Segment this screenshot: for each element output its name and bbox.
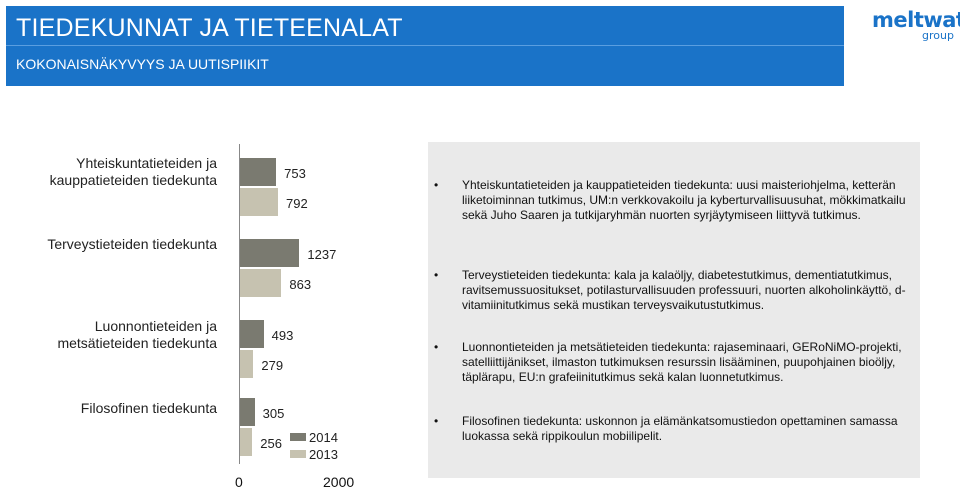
header-divider (6, 45, 844, 46)
bullet-icon: • (434, 178, 439, 192)
value-label-2014-2: 493 (271, 328, 294, 343)
x-tick-label-1: 2000 (323, 474, 355, 490)
logo-wordmark: meltwater (872, 8, 960, 32)
bar-2013-1 (240, 269, 282, 297)
bar-2014-2 (240, 320, 264, 348)
legend-swatch-2013 (290, 450, 306, 458)
highlight-text: Terveystieteiden tiedekunta: kala ja kal… (462, 268, 906, 312)
highlight-item: • Filosofinen tiedekunta: uskonnon ja elä… (428, 414, 920, 444)
value-label-2014-3: 305 (262, 406, 285, 421)
value-label-2013-2: 279 (261, 358, 284, 373)
value-label-2014-1: 1237 (307, 247, 337, 262)
bar-2013-3 (240, 428, 253, 456)
legend-label-2013: 2013 (309, 447, 338, 462)
highlight-text: Luonnontieteiden ja metsätieteiden tiede… (462, 340, 902, 384)
highlight-item: • Terveystieteiden tiedekunta: kala ja ka… (428, 268, 920, 313)
page-title: TIEDEKUNNAT JA TIETEENALAT (16, 14, 403, 42)
bullet-icon: • (434, 268, 439, 282)
value-label-2014-0: 753 (284, 166, 306, 181)
category-label-0: Yhteiskuntatieteiden ja kauppatieteiden … (49, 155, 217, 188)
bar-2014-0 (240, 158, 277, 186)
highlight-text: Filosofinen tiedekunta: uskonnon ja eläm… (462, 414, 898, 443)
page-subtitle: KOKONAISNÄKYVYYS JA UUTISPIIKIT (16, 56, 269, 72)
category-axis-line (239, 144, 240, 464)
highlights-panel: • Yhteiskuntatieteiden ja kauppatieteiden… (428, 142, 920, 478)
highlight-text: Yhteiskuntatieteiden ja kauppatieteiden … (462, 178, 906, 222)
category-label-3: Filosofinen tiedekunta (80, 400, 217, 416)
legend-swatch-2014 (290, 433, 306, 441)
bar-2013-0 (240, 188, 279, 216)
category-label-1: Terveystieteiden tiedekunta (47, 236, 217, 252)
bullet-icon: • (434, 340, 439, 354)
logo-subtext: group (922, 29, 954, 42)
header-banner (6, 6, 844, 86)
legend-label-2014: 2014 (309, 430, 338, 445)
meltwater-logo: meltwater group (872, 8, 960, 42)
bar-2014-3 (240, 398, 255, 426)
highlight-item: • Luonnontieteiden ja metsätieteiden tied… (428, 340, 920, 385)
value-label-2013-3: 256 (260, 436, 282, 451)
bar-2014-1 (240, 239, 300, 267)
category-label-2: Luonnontieteiden ja metsätieteiden tiede… (57, 318, 217, 351)
x-tick-label-0: 0 (235, 474, 243, 490)
value-label-2013-1: 863 (289, 277, 312, 292)
value-label-2013-0: 792 (286, 196, 308, 211)
bullet-icon: • (434, 414, 439, 428)
highlight-item: • Yhteiskuntatieteiden ja kauppatieteiden… (428, 178, 920, 223)
bar-2013-2 (240, 350, 254, 378)
